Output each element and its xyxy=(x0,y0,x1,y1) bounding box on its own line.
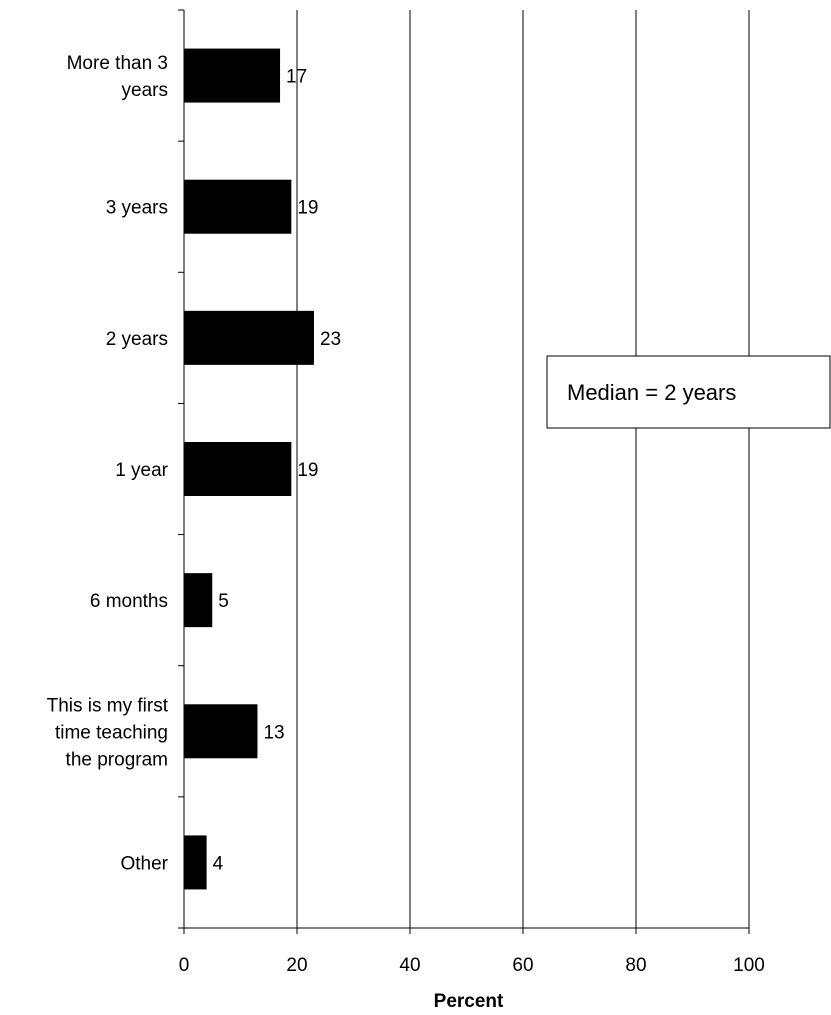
bar xyxy=(184,179,292,234)
bar xyxy=(184,835,207,890)
gridlines xyxy=(296,10,750,928)
category-label: 2 years xyxy=(106,329,168,350)
annotation-box xyxy=(546,355,831,429)
bar xyxy=(184,442,292,496)
annotation-text: Median = 2 years xyxy=(567,380,736,405)
x-tick-label: 80 xyxy=(625,955,646,976)
bars xyxy=(184,48,314,890)
data-label: 5 xyxy=(218,591,229,612)
data-label: 23 xyxy=(320,329,341,350)
bar xyxy=(184,704,258,759)
category-label: 3 years xyxy=(106,198,168,219)
category-label: 1 year xyxy=(115,460,168,481)
data-label: 13 xyxy=(263,722,284,743)
x-tick-label: 40 xyxy=(399,955,420,976)
category-label: 6 months xyxy=(90,591,168,612)
bar xyxy=(184,573,213,628)
data-label: 4 xyxy=(213,853,224,874)
x-tick-label: 100 xyxy=(733,955,765,976)
data-label: 17 xyxy=(286,67,307,88)
category-label: More than 3 years xyxy=(67,53,168,101)
x-tick-label: 0 xyxy=(179,955,190,976)
x-tick-label: 60 xyxy=(512,955,533,976)
data-label: 19 xyxy=(297,198,318,219)
category-label: This is my first time teaching the program xyxy=(47,695,169,770)
x-axis-title: Percent xyxy=(434,991,504,1012)
median-annotation: Median = 2 years xyxy=(546,355,831,429)
bar xyxy=(184,48,281,103)
labels: 0 20 40 60 80 100 17 More than 3 years 19 3 years 2… xyxy=(47,53,765,976)
bar xyxy=(184,310,314,365)
data-label: 19 xyxy=(297,460,318,481)
category-label: Other xyxy=(120,853,168,874)
x-tick-label: 20 xyxy=(286,955,307,976)
